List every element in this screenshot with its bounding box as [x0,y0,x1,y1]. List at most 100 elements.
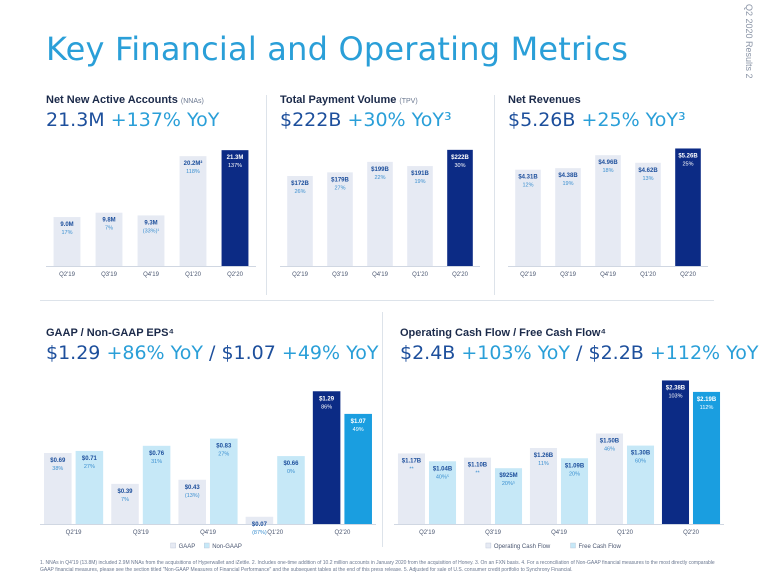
eps-bar-2-0 [178,479,206,524]
rev-bar-3-0 [635,162,661,266]
cf-change-label: 60% [635,459,646,465]
eps-value-label: $1.29 [319,396,335,402]
cf-bar-1-1 [494,468,523,524]
tpv-bar-1-0 [327,172,353,266]
rev-value-label: $4.38B [558,173,578,179]
nna-bar-0-0 [53,217,81,266]
tpv-value-label: $191B [411,171,429,177]
eps-tick-label: Q1'20 [267,530,283,536]
legend-swatch-non-gaap [203,542,210,549]
nna-value-label: 20.2M² [184,160,203,167]
rev-headline-change: +25% YoY³ [581,109,686,131]
rev-title: Net Revenues [508,94,581,106]
tpv-headline: $222B +30% YoY³ [280,109,452,131]
eps-change-label: (13%) [185,493,200,499]
tpv-tick-label: Q2'19 [292,272,308,278]
eps-bar-4-1 [344,413,372,524]
rev-bar-0-0 [515,169,541,266]
eps-change-label: 86% [321,404,332,410]
eps-value-label: $0.66 [283,461,299,467]
rev-value-label: $4.96B [598,160,618,166]
cf-tick-label: Q1'20 [617,530,633,536]
cf-panel: Operating Cash Flow / Free Cash Flow⁴ $2… [400,327,758,364]
eps-value-label: $0.76 [149,451,165,457]
cf-change-label: 20% [569,471,580,477]
legend-label-non-gaap: Non-GAAP [212,544,242,550]
eps-change-label: 27% [84,464,95,470]
tpv-value-label: $199B [371,167,389,173]
eps-panel: GAAP / Non-GAAP EPS⁴ $1.29 +86% YoY / $1… [46,327,378,364]
divider-vertical-2 [494,95,495,295]
legend-label-operating-cash-flow: Operating Cash Flow [494,544,551,550]
cf-headline-change2: +112% YoY [649,342,759,364]
divider-vertical-3 [382,312,383,547]
cf-value-label: $1.09B [565,463,585,469]
cf-bar-2-0 [529,448,558,524]
tpv-change-label: 30% [454,163,465,169]
nna-bar-2-0 [137,215,165,266]
nna-chart: 9.0M 17% Q2'19 9.8M 7% Q3'19 9.3M (33%)¹ Q4'19 20… [46,150,256,278]
cf-headline-value1: $2.4B [400,342,456,364]
cf-headline-sep: / [576,342,583,364]
cf-bar-0-1 [428,461,457,524]
eps-change-label: 49% [353,427,364,433]
nna-value-label: 9.3M [144,220,157,226]
eps-value-label: $0.69 [50,458,66,464]
divider-horizontal [40,300,714,301]
eps-tick-label: Q2'20 [334,530,350,536]
cf-headline: $2.4B +103% YoY / $2.2B +112% YoY [400,342,758,364]
cf-change-label: 46% [604,447,615,453]
rev-headline-value: $5.26B [508,109,576,131]
rev-value-label: $4.62B [638,168,658,174]
rev-bar-1-0 [555,168,581,266]
rev-change-label: 18% [602,168,613,174]
eps-bar-0-1 [75,450,104,524]
nna-panel: Net New Active Accounts (NNAs) 21.3M +13… [46,94,219,131]
tpv-bar-2-0 [367,161,393,266]
eps-headline-value1: $1.29 [46,342,101,364]
nna-change-label: 7% [105,226,113,232]
cf-value-label: $1.30B [631,451,651,457]
legend-swatch-gaap [170,542,176,549]
cf-bar-4-0 [661,380,690,524]
tpv-change-label: 19% [414,179,425,185]
cf-change-label: 112% [700,405,714,411]
legend-swatch-free-cash-flow [570,542,576,549]
eps-bar-3-0 [245,516,274,524]
nna-change-label: 118% [186,169,200,175]
eps-value-label: $0.83 [216,444,232,450]
tpv-value-label: $222B [451,155,469,161]
cf-value-label: $1.17B [402,458,422,464]
nna-tick-label: Q3'19 [101,272,117,278]
tpv-value-label: $172B [291,181,309,187]
eps-tick-label: Q4'19 [200,530,216,536]
cf-tick-label: Q3'19 [485,530,501,536]
rev-bar-4-0 [675,148,701,266]
eps-bar-0-0 [44,453,72,524]
eps-headline-sep: / [209,342,216,364]
page-side-label: Q2 2020 Results 2 [744,4,754,79]
cf-tick-label: Q2'19 [419,530,435,536]
cf-headline-change1: +103% YoY [461,342,570,364]
tpv-title: Total Payment Volume (TPV) [280,94,418,106]
eps-chart: $0.69 38% $0.71 27% Q2'19 $0.39 7% $0.76 31% Q3'1… [40,391,376,550]
rev-change-label: 13% [642,176,653,182]
rev-tick-label: Q2'20 [680,272,696,278]
nna-headline-change: +137% YoY [110,109,220,131]
nna-value-label: 9.0M [60,222,73,228]
eps-bar-3-1 [277,456,305,524]
cf-value-label: $1.26B [534,453,554,459]
eps-value-label: $0.07 [252,522,268,528]
nna-bar-4-0 [221,150,249,266]
eps-headline-value2: $1.07 [221,342,276,364]
tpv-panel: Total Payment Volume (TPV) $222B +30% Yo… [280,94,452,131]
cf-value-label: $2.38B [666,385,686,391]
eps-value-label: $0.43 [185,485,201,491]
nna-bar-3-0 [179,156,207,266]
tpv-tick-label: Q1'20 [412,272,428,278]
tpv-chart: $172B 26% Q2'19 $179B 27% Q3'19 $199B 22% Q4'19 $… [280,149,480,278]
nna-bar-1-0 [95,212,123,266]
cf-value-label: $1.10B [468,463,488,469]
cf-value-label: $1.50B [600,439,620,445]
